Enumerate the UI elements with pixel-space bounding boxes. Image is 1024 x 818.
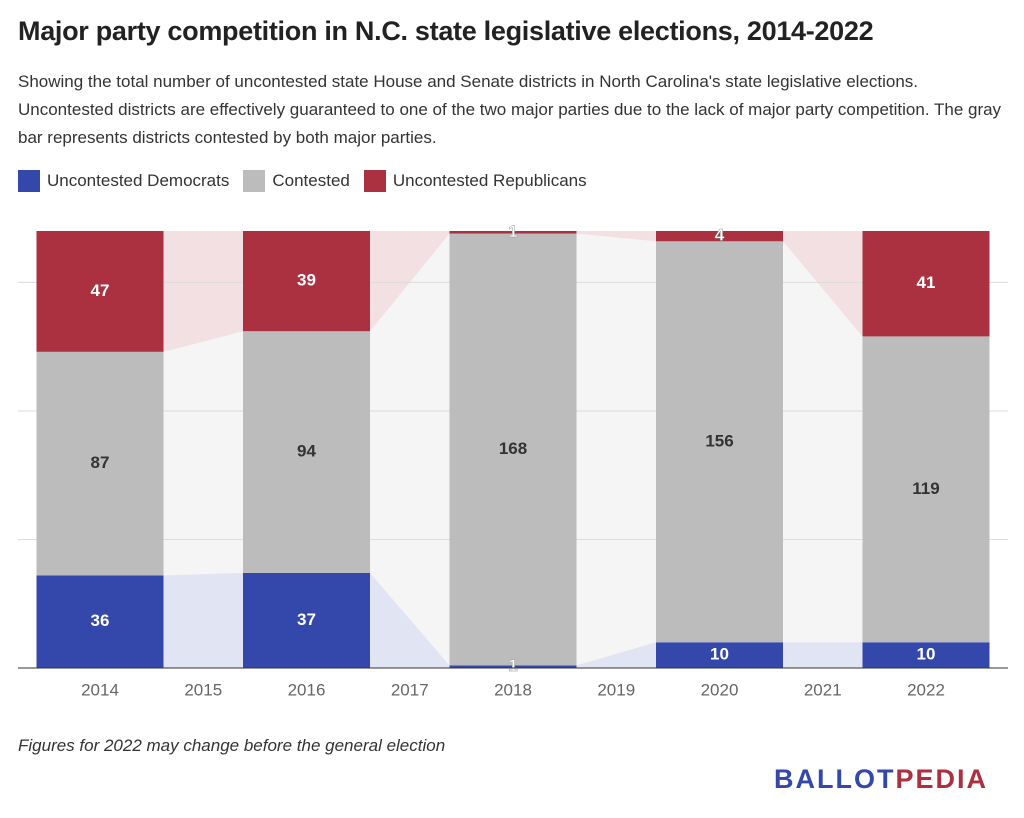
bar-segment: [449, 231, 577, 234]
flow-band: [576, 642, 656, 668]
x-tick-label: 2018: [494, 680, 532, 699]
x-tick-label: 2019: [597, 680, 635, 699]
flow-band: [163, 331, 243, 576]
flow-band: [163, 572, 243, 668]
data-label: 4: [715, 226, 725, 245]
legend-item: Contested: [243, 170, 350, 192]
legend: Uncontested Democrats Contested Unconteste…: [18, 170, 601, 192]
data-label: 87: [91, 453, 110, 472]
bar-segment: [656, 642, 783, 668]
data-label: 37: [297, 610, 316, 629]
flow-band: [783, 642, 863, 668]
bar-segment: [862, 336, 990, 643]
bar-segment: [36, 351, 164, 576]
bar-segment: [862, 642, 990, 668]
bar-segment: [36, 231, 164, 352]
data-label: 1: [508, 222, 517, 241]
bar-segment: [656, 241, 783, 643]
x-tick-label: 2017: [391, 680, 429, 699]
bar-segment: [656, 231, 783, 242]
legend-item: Uncontested Republicans: [363, 170, 587, 192]
legend-item: Uncontested Democrats: [18, 170, 229, 192]
flow-band: [783, 231, 863, 337]
flow-band: [370, 231, 450, 332]
legend-label: Uncontested Democrats: [47, 171, 230, 190]
logo-part: BALLOT: [773, 764, 896, 794]
bar-segment: [243, 231, 370, 332]
x-tick-label: 2020: [701, 680, 739, 699]
data-label: 36: [91, 611, 110, 630]
legend-swatch: [243, 170, 266, 192]
data-label: 119: [912, 479, 939, 498]
data-label: 10: [917, 645, 936, 664]
chart-title: Major party competition in N.C. state le…: [18, 16, 874, 46]
data-label: 47: [91, 281, 110, 300]
data-label: 168: [499, 439, 527, 458]
legend-label: Contested: [272, 171, 350, 190]
flow-band: [576, 231, 656, 242]
data-label: 156: [705, 431, 733, 450]
x-tick-label: 2021: [804, 680, 842, 699]
legend-swatch: [363, 170, 386, 192]
flows: [163, 231, 863, 668]
logo: BALLOTPEDIA: [774, 764, 988, 795]
x-tick-label: 2014: [81, 680, 119, 699]
data-label: 10: [710, 645, 729, 664]
legend-label: Uncontested Republicans: [392, 171, 587, 190]
bar-segment: [449, 665, 577, 668]
x-tick-label: 2022: [907, 680, 945, 699]
data-label: 1: [508, 656, 517, 675]
bar-segment: [36, 575, 164, 668]
bar-segment: [243, 572, 370, 668]
data-label: 41: [917, 273, 936, 292]
flow-band: [783, 241, 863, 643]
flow-band: [576, 233, 656, 666]
legend-swatch: [18, 170, 40, 192]
bar-segment: [243, 331, 370, 573]
bar-segment: [449, 233, 577, 666]
x-tick-label: 2016: [288, 680, 326, 699]
flow-band: [370, 572, 450, 668]
flow-band: [370, 233, 450, 666]
flow-band: [163, 231, 243, 352]
data-label: 39: [297, 271, 316, 290]
logo-part: PEDIA: [895, 764, 988, 794]
data-label: 94: [297, 442, 316, 461]
chart-subtitle: Showing the total number of uncontested …: [18, 72, 1002, 147]
x-tick-label: 2015: [184, 680, 222, 699]
footnote: Figures for 2022 may change before the g…: [18, 736, 446, 755]
bar-segment: [862, 231, 990, 337]
